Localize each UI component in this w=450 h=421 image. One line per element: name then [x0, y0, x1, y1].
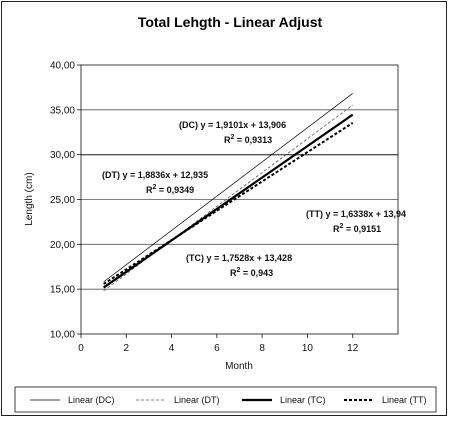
legend-label: Linear (DT)	[174, 395, 220, 405]
x-tick-label: 8	[259, 343, 265, 354]
series-line-tt	[103, 122, 354, 285]
x-tick-label: 4	[169, 343, 175, 354]
annotation-dt: (DT) y = 1,8836x + 12,935 R2 = 0,9349	[102, 170, 208, 195]
equation-dt: (DT) y = 1,8836x + 12,935	[102, 170, 208, 180]
series-line-dc	[103, 93, 353, 283]
equation-tc: (TC) y = 1,7528x + 13,428	[186, 253, 292, 263]
y-tick-label: 30,00	[50, 150, 75, 161]
y-tick-label: 35,00	[50, 105, 75, 116]
equation-tt: (TT) y = 1,6338x + 13,94	[306, 209, 406, 219]
x-tick-label: 12	[347, 343, 359, 354]
series-lines	[103, 93, 354, 292]
legend: Linear (DC) Linear (DT) Linear (TC) Linear …	[30, 395, 427, 405]
legend-box	[14, 386, 437, 413]
r2-dt: R2 = 0,9349	[146, 184, 194, 195]
y-tick-label: 20,00	[50, 240, 75, 251]
y-tick-label: 15,00	[50, 285, 75, 296]
equation-dc: (DC) y = 1,9101x + 13,906	[179, 120, 286, 130]
x-tick-label: 0	[78, 343, 84, 354]
x-axis-label: Month	[225, 361, 253, 372]
r2-tt: R2 = 0,9151	[333, 223, 381, 234]
annotation-tc: (TC) y = 1,7528x + 13,428 R2 = 0,943	[186, 253, 292, 278]
y-tick-label: 10,00	[50, 330, 75, 341]
r2-dc: R2 = 0,9313	[224, 134, 272, 145]
annotation-tt: (TT) y = 1,6338x + 13,94 R2 = 0,9151	[306, 209, 406, 234]
x-tick-label: 6	[214, 343, 220, 354]
gridlines	[81, 109, 398, 290]
x-tick-labels: 0 2 4 6 8 10 12	[78, 334, 359, 354]
y-tick-labels: 10,00 15,00 20,00 25,00 30,00 35,00 40,00	[50, 61, 81, 341]
r2-tc: R2 = 0,943	[230, 267, 273, 278]
annotation-dc: (DC) y = 1,9101x + 13,906 R2 = 0,9313	[179, 120, 286, 145]
chart-title: Total Lehgth - Linear Adjust	[138, 14, 323, 30]
y-axis-label: Length (cm)	[24, 172, 35, 225]
x-tick-label: 2	[124, 343, 130, 354]
legend-label: Linear (TT)	[382, 395, 427, 405]
chart-frame: Total Lehgth - Linear Adjust 10,00 15,00 2…	[1, 1, 447, 416]
x-tick-label: 10	[302, 343, 314, 354]
y-tick-label: 40,00	[50, 61, 75, 72]
series-line-tc	[103, 113, 354, 289]
legend-label: Linear (TC)	[280, 395, 326, 405]
y-tick-label: 25,00	[50, 195, 75, 206]
legend-label: Linear (DC)	[68, 395, 115, 405]
